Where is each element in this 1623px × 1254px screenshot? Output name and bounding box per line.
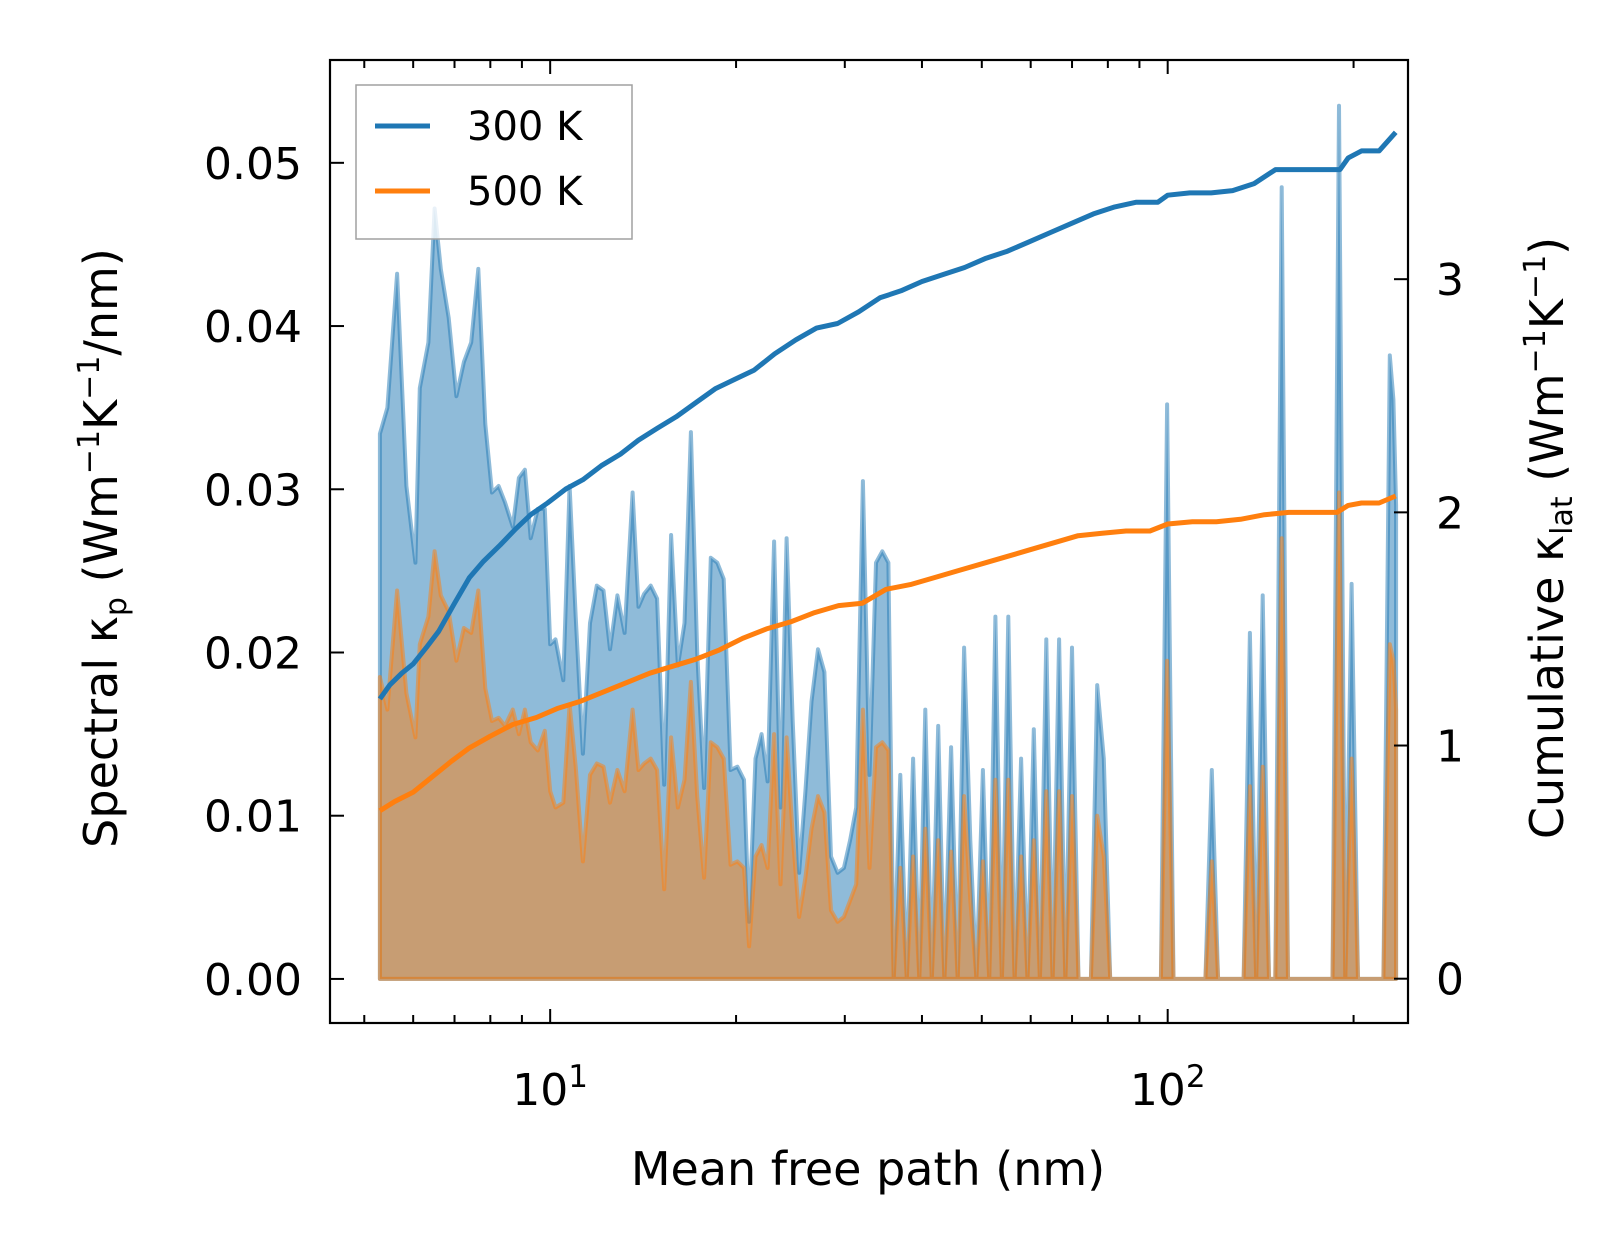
left-y-tick-label: 0.01 xyxy=(204,792,302,843)
legend-300k-label: 300 K xyxy=(467,104,584,150)
right-y-axis-label: Cumulative κlat (Wm−1K−1) xyxy=(1518,237,1580,839)
left-y-axis-label: Spectral κp (Wm−1K−1/nm) xyxy=(72,248,134,848)
area-fills xyxy=(377,103,1399,981)
left-y-tick-label: 0.02 xyxy=(204,628,302,679)
right-y-tick-label: 0 xyxy=(1436,955,1464,1006)
left-y-tick-label: 0.00 xyxy=(204,955,302,1006)
series-lines xyxy=(377,130,1398,813)
left-y-tick-label: 0.03 xyxy=(204,465,302,516)
x-tick-label: 101 xyxy=(512,1059,588,1116)
spectral-fill-500k xyxy=(377,490,1399,981)
right-y-tick-label: 3 xyxy=(1436,255,1464,306)
right-y-tick-label: 1 xyxy=(1436,722,1464,773)
right-y-tick-label: 2 xyxy=(1436,488,1464,539)
x-tick-label: 102 xyxy=(1130,1059,1206,1116)
left-y-tick-label: 0.04 xyxy=(204,302,302,353)
plot-frame xyxy=(328,58,1410,1025)
x-axis-ticks: 101 102 xyxy=(363,60,1355,1116)
legend: 300 K 500 K xyxy=(355,84,633,240)
left-y-axis-ticks: 0.00 0.01 0.02 0.03 0.04 0.05 xyxy=(204,139,344,1006)
right-y-axis-ticks: 0 1 2 3 xyxy=(1394,255,1464,1006)
left-y-tick-label: 0.05 xyxy=(204,139,302,190)
x-axis-label: Mean free path (nm) xyxy=(631,1142,1105,1196)
cumulative-line-500k xyxy=(378,493,1397,813)
cumulative-line-300k xyxy=(377,130,1398,701)
legend-box xyxy=(355,84,633,240)
legend-500k-label: 500 K xyxy=(467,169,584,215)
